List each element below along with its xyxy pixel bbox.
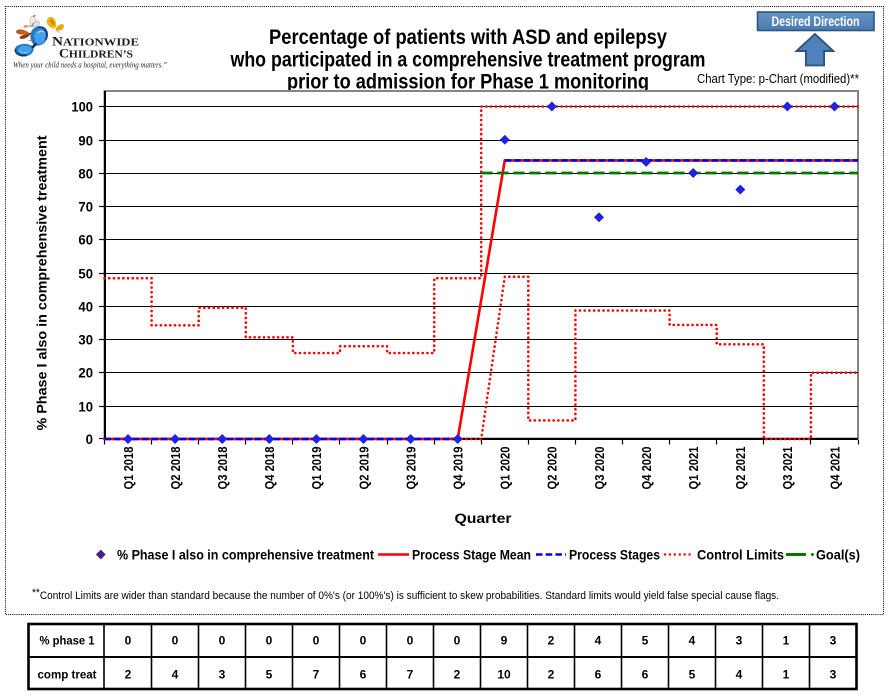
svg-text:Chart Type: p-Chart (modified): Chart Type: p-Chart (modified)** [697, 71, 859, 86]
svg-text:2: 2 [548, 634, 555, 648]
svg-text:Q3 2019: Q3 2019 [403, 447, 418, 490]
svg-text:0: 0 [219, 634, 226, 648]
svg-text:20: 20 [78, 364, 93, 380]
svg-text:**Control Limits are wider tha: **Control Limits are wider than standard… [32, 587, 779, 602]
svg-text:1: 1 [783, 668, 790, 682]
svg-text:Q1 2019: Q1 2019 [309, 447, 324, 490]
svg-text:Q2 2018: Q2 2018 [168, 447, 183, 490]
svg-text:Q1 2020: Q1 2020 [498, 447, 513, 490]
svg-text:who participated in a comprehe: who participated in a comprehensive trea… [230, 49, 706, 72]
svg-text:3: 3 [830, 668, 837, 682]
svg-text:Percentage of patients with AS: Percentage of patients with ASD and epil… [269, 26, 667, 49]
svg-text:Q4 2020: Q4 2020 [639, 447, 654, 490]
svg-text:30: 30 [78, 331, 93, 347]
svg-text:4: 4 [595, 634, 602, 648]
svg-text:CHILDREN’S: CHILDREN’S [59, 47, 133, 61]
svg-text:Q2 2019: Q2 2019 [356, 447, 371, 490]
svg-text:Q3 2021: Q3 2021 [780, 447, 795, 490]
svg-text:1: 1 [783, 634, 790, 648]
svg-text:Q3 2020: Q3 2020 [592, 447, 607, 490]
svg-text:5: 5 [689, 668, 696, 682]
svg-text:50: 50 [78, 265, 93, 281]
svg-text:0: 0 [454, 634, 461, 648]
svg-text:80: 80 [78, 165, 93, 181]
svg-text:100: 100 [71, 98, 93, 114]
svg-text:7: 7 [407, 668, 414, 682]
svg-text:2: 2 [125, 668, 132, 682]
svg-text:0: 0 [266, 634, 273, 648]
svg-text:% Phase I also in comprehensiv: % Phase I also in comprehensive treatmen… [117, 548, 374, 563]
svg-text:3: 3 [736, 634, 743, 648]
svg-text:Q2 2021: Q2 2021 [733, 447, 748, 490]
svg-text:0: 0 [86, 431, 94, 447]
svg-text:Q3 2018: Q3 2018 [215, 447, 230, 490]
svg-text:60: 60 [78, 231, 93, 247]
svg-text:% phase 1: % phase 1 [40, 636, 96, 648]
svg-text:prior to admission for Phase 1: prior to admission for Phase 1 monitorin… [287, 71, 649, 94]
svg-text:Control Limits: Control Limits [697, 548, 784, 563]
svg-text:Goal(s): Goal(s) [816, 548, 860, 563]
svg-text:2: 2 [548, 668, 555, 682]
svg-text:90: 90 [78, 132, 93, 148]
svg-text:10: 10 [78, 398, 93, 414]
svg-text:5: 5 [266, 668, 273, 682]
svg-text:Process Stage Mean: Process Stage Mean [412, 548, 531, 563]
svg-text:% Phase I also in comprehensiv: % Phase I also in comprehensive treatmen… [35, 135, 50, 431]
svg-text:3: 3 [830, 634, 837, 648]
svg-text:Q1 2018: Q1 2018 [121, 447, 136, 490]
svg-text:7: 7 [313, 668, 320, 682]
svg-text:When your child needs a hospit: When your child needs a hospital, everyt… [13, 60, 167, 69]
svg-text:4: 4 [736, 668, 743, 682]
svg-text:4: 4 [689, 634, 696, 648]
svg-text:70: 70 [78, 198, 93, 214]
svg-text:0: 0 [407, 634, 414, 648]
svg-text:0: 0 [172, 634, 179, 648]
svg-text:40: 40 [78, 298, 93, 314]
svg-text:Q2 2020: Q2 2020 [545, 447, 560, 490]
svg-text:Q1 2021: Q1 2021 [686, 447, 701, 490]
svg-text:9: 9 [501, 634, 508, 648]
svg-text:4: 4 [172, 668, 179, 682]
svg-text:3: 3 [219, 668, 226, 682]
svg-text:0: 0 [313, 634, 320, 648]
svg-text:6: 6 [360, 668, 367, 682]
svg-text:6: 6 [642, 668, 649, 682]
svg-text:comp treat: comp treat [38, 670, 97, 682]
svg-text:Desired Direction: Desired Direction [772, 14, 860, 29]
svg-text:10: 10 [497, 668, 511, 682]
svg-text:5: 5 [642, 634, 649, 648]
svg-text:Q4 2021: Q4 2021 [827, 447, 842, 490]
svg-text:Quarter: Quarter [455, 511, 513, 526]
svg-text:Q4 2018: Q4 2018 [262, 447, 277, 490]
svg-text:0: 0 [125, 634, 132, 648]
svg-text:Process Stages: Process Stages [569, 548, 660, 563]
svg-text:6: 6 [595, 668, 602, 682]
svg-text:Q4 2019: Q4 2019 [451, 447, 466, 490]
svg-text:0: 0 [360, 634, 367, 648]
svg-text:2: 2 [454, 668, 461, 682]
